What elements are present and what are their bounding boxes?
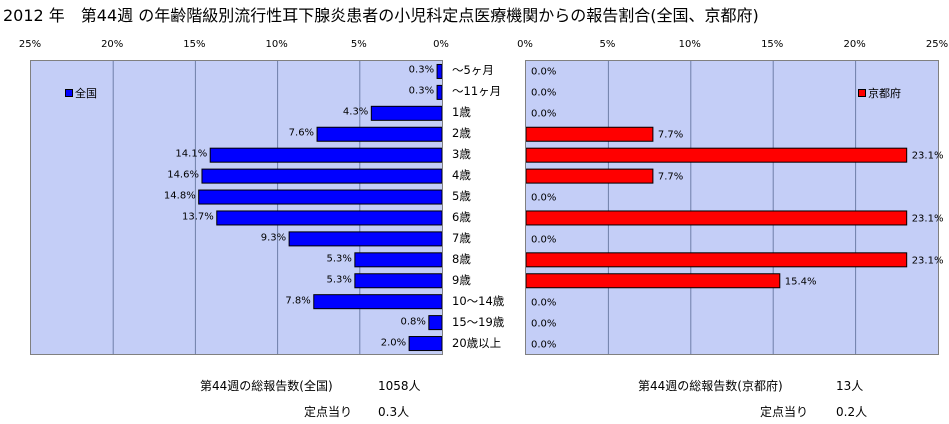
- kyoto-bar: [526, 126, 654, 142]
- kyoto-per-site-label: 定点当り: [760, 405, 809, 419]
- national-legend-label: 全国: [75, 87, 97, 100]
- kyoto-bar: [526, 252, 908, 268]
- national-data-label: 7.8%: [285, 295, 311, 307]
- national-legend: 全国: [65, 85, 97, 101]
- kyoto-data-label: 0.0%: [531, 87, 557, 99]
- national-tick-label: 25%: [18, 39, 42, 50]
- kyoto-total-label: 第44週の総報告数(京都府): [638, 379, 783, 393]
- age-category-label: 6歳: [452, 209, 471, 224]
- national-tick-label: 5%: [350, 39, 367, 50]
- kyoto-data-label: 0.0%: [531, 339, 557, 351]
- kyoto-bar: [526, 273, 781, 289]
- kyoto-tick-label: 10%: [678, 39, 701, 50]
- national-tick-label: 10%: [265, 39, 288, 50]
- kyoto-data-label: 23.1%: [911, 213, 944, 225]
- kyoto-data-label: 0.0%: [531, 297, 557, 309]
- kyoto-legend-swatch: [858, 89, 866, 97]
- national-tick-label: 0%: [433, 39, 449, 50]
- kyoto-bars-svg: [526, 61, 908, 354]
- kyoto-data-label: 23.1%: [911, 150, 944, 162]
- national-data-label: 14.6%: [167, 169, 199, 181]
- age-category-label: 10～14歳: [452, 293, 505, 308]
- kyoto-data-label: 0.0%: [531, 234, 557, 246]
- kyoto-legend: 京都府: [858, 85, 901, 101]
- age-category-label: 2歳: [452, 126, 471, 141]
- kyoto-data-label: 0.0%: [531, 66, 557, 78]
- age-category-label: ～11ヶ月: [452, 84, 502, 99]
- national-bar: [209, 147, 442, 163]
- kyoto-tick-label: 25%: [925, 39, 949, 50]
- kyoto-data-label: 0.0%: [531, 108, 557, 120]
- age-category-label: 5歳: [452, 189, 471, 204]
- age-category-label: 20歳以上: [452, 335, 502, 350]
- age-category-label: 9歳: [452, 272, 471, 287]
- kyoto-tick-label: 0%: [517, 39, 533, 50]
- national-per-site-value: 0.3人: [378, 405, 410, 419]
- chart-title: 2012 年 第44週 の年齢階級別流行性耳下腺炎患者の小児科定点医療機関からの…: [3, 6, 759, 25]
- kyoto-per-site-value: 0.2人: [836, 405, 868, 419]
- national-data-label: 2.0%: [380, 337, 407, 349]
- national-tick-label: 15%: [183, 39, 206, 50]
- national-bar: [288, 231, 442, 247]
- national-data-label: 9.3%: [260, 232, 287, 244]
- kyoto-total-value: 13人: [836, 379, 864, 393]
- age-category-label: 3歳: [452, 147, 471, 162]
- kyoto-tick-label: 20%: [843, 39, 866, 50]
- kyoto-tick-label: 15%: [761, 39, 784, 50]
- national-bars-svg: [112, 61, 442, 354]
- national-data-label: 14.1%: [175, 148, 208, 160]
- national-bar: [316, 126, 442, 142]
- national-bar: [436, 84, 442, 100]
- national-per-site-label: 定点当り: [304, 405, 353, 419]
- age-category-label: 15～19歳: [452, 314, 505, 329]
- national-legend-swatch: [65, 89, 73, 97]
- national-plot-area: 全国: [30, 60, 443, 355]
- age-category-label: ～5ヶ月: [452, 63, 494, 78]
- kyoto-data-label: 7.7%: [657, 129, 684, 141]
- kyoto-data-label: 15.4%: [784, 276, 817, 288]
- age-category-label: 1歳: [452, 105, 471, 120]
- kyoto-data-label: 0.0%: [531, 318, 557, 330]
- national-total-value: 1058人: [378, 379, 421, 393]
- kyoto-plot-area: 京都府: [525, 60, 939, 355]
- national-data-label: 0.3%: [408, 64, 435, 76]
- national-data-label: 5.3%: [326, 253, 352, 265]
- kyoto-data-label: 23.1%: [911, 255, 944, 267]
- national-data-label: 4.3%: [342, 106, 369, 118]
- kyoto-data-label: 7.7%: [657, 171, 684, 183]
- national-bar: [198, 189, 442, 205]
- national-data-label: 7.6%: [288, 127, 315, 139]
- national-bar: [354, 273, 442, 289]
- national-data-label: 0.3%: [408, 85, 435, 97]
- kyoto-legend-label: 京都府: [868, 87, 901, 100]
- national-total-label: 第44週の総報告数(全国): [200, 379, 333, 393]
- national-data-label: 14.8%: [163, 190, 196, 202]
- national-bar: [354, 252, 442, 268]
- kyoto-bar: [526, 210, 908, 226]
- national-data-label: 13.7%: [182, 211, 214, 223]
- kyoto-tick-label: 5%: [599, 39, 616, 50]
- national-bar: [313, 294, 442, 310]
- kyoto-data-label: 0.0%: [531, 192, 557, 204]
- national-bar: [216, 210, 442, 226]
- age-category-label: 7歳: [452, 230, 471, 245]
- kyoto-bar: [526, 168, 654, 184]
- national-bar: [201, 168, 442, 184]
- national-bar: [436, 63, 442, 79]
- national-data-label: 5.3%: [326, 274, 352, 286]
- age-category-label: 4歳: [452, 168, 471, 183]
- kyoto-bar: [526, 147, 908, 163]
- national-bar: [408, 336, 442, 352]
- national-bar: [428, 315, 442, 331]
- national-bar: [370, 105, 442, 121]
- national-data-label: 0.8%: [400, 316, 426, 328]
- age-category-label: 8歳: [452, 251, 471, 266]
- national-tick-label: 20%: [101, 39, 124, 50]
